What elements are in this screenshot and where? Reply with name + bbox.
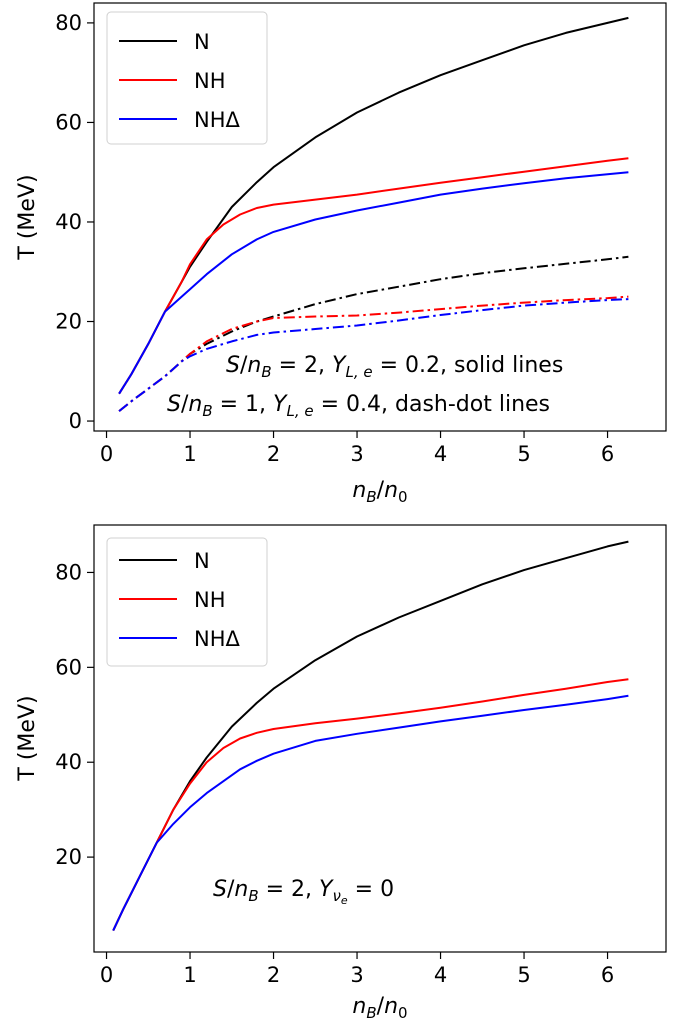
bottom-y-tick-label: 60 [55, 655, 82, 679]
top-series-series-dashdot-line [118, 255, 629, 412]
bottom-series-nh--solid-line [112, 694, 629, 932]
bottom-legend-label-nh: NH [194, 588, 226, 612]
bottom-x-tick-label: 0 [100, 963, 113, 987]
bottom-annotation: S/nB = 2, Yνe = 0 [213, 877, 394, 907]
bottom-legend-label-n: N [194, 549, 210, 573]
bottom-y-ticks: 20 40 60 80 [55, 560, 94, 869]
top-legend-label-nhd: NHΔ [194, 108, 241, 132]
top-y-tick-label: 80 [55, 11, 82, 35]
top-legend: N NH NHΔ [106, 11, 268, 145]
top-y-tick-label: 0 [69, 409, 82, 433]
bottom-x-tick-label: 3 [350, 963, 363, 987]
bottom-series-nh-solid-line [112, 678, 629, 932]
bottom-x-tick-label: 1 [183, 963, 196, 987]
top-x-tick-label: 5 [517, 442, 530, 466]
top-plot-frame [93, 2, 667, 432]
bottom-y-tick-label: 80 [55, 560, 82, 584]
top-chart: 0 1 2 3 4 5 6 0 20 40 60 80 T (MeV) nB/n0 N NH NHΔ… [15, 2, 667, 506]
top-y-tick-label: 40 [55, 210, 82, 234]
top-legend-label-n: N [194, 30, 210, 54]
top-x-tick-label: 0 [100, 442, 113, 466]
top-x-tick-label: 3 [350, 442, 363, 466]
top-series-layer [118, 16, 629, 412]
top-annotation-dashdot: S/nB = 1, YL, e = 0.4, dash-dot lines [167, 392, 550, 420]
bottom-x-axis-label: nB/n0 [352, 994, 407, 1022]
bottom-x-tick-label: 4 [434, 963, 447, 987]
top-legend-label-nh: NH [194, 69, 226, 93]
top-legend-box [106, 11, 268, 145]
top-y-axis-label: T (MeV) [15, 174, 40, 260]
bottom-x-tick-label: 6 [601, 963, 614, 987]
bottom-series-layer [112, 540, 629, 932]
top-series-nh--solid-line [118, 171, 629, 395]
bottom-legend-label-nhd: NHΔ [194, 627, 241, 651]
bottom-legend-box [106, 537, 268, 667]
top-x-axis-label: nB/n0 [352, 478, 407, 506]
bottom-legend: N NH NHΔ [106, 537, 268, 667]
bottom-y-tick-label: 20 [55, 845, 82, 869]
top-y-tick-label: 20 [55, 310, 82, 334]
top-y-tick-label: 60 [55, 110, 82, 134]
bottom-y-tick-label: 40 [55, 750, 82, 774]
bottom-x-ticks: 0 1 2 3 4 5 6 [100, 952, 614, 987]
top-x-ticks: 0 1 2 3 4 5 6 [100, 431, 614, 466]
top-x-tick-label: 1 [183, 442, 196, 466]
top-y-ticks: 0 20 40 60 80 [55, 11, 94, 433]
bottom-x-tick-label: 2 [267, 963, 280, 987]
bottom-plot-frame [93, 524, 667, 953]
bottom-x-tick-label: 5 [517, 963, 530, 987]
top-annotation-solid: S/nB = 2, YL, e = 0.2, solid lines [226, 353, 563, 381]
top-series-series-dashdot-line [118, 298, 629, 412]
bottom-y-axis-label: T (MeV) [15, 695, 40, 781]
top-x-tick-label: 6 [601, 442, 614, 466]
top-series-nh-solid-line [118, 157, 629, 395]
top-series-series-dashdot-line [118, 295, 629, 412]
top-x-tick-label: 4 [434, 442, 447, 466]
top-x-tick-label: 2 [267, 442, 280, 466]
